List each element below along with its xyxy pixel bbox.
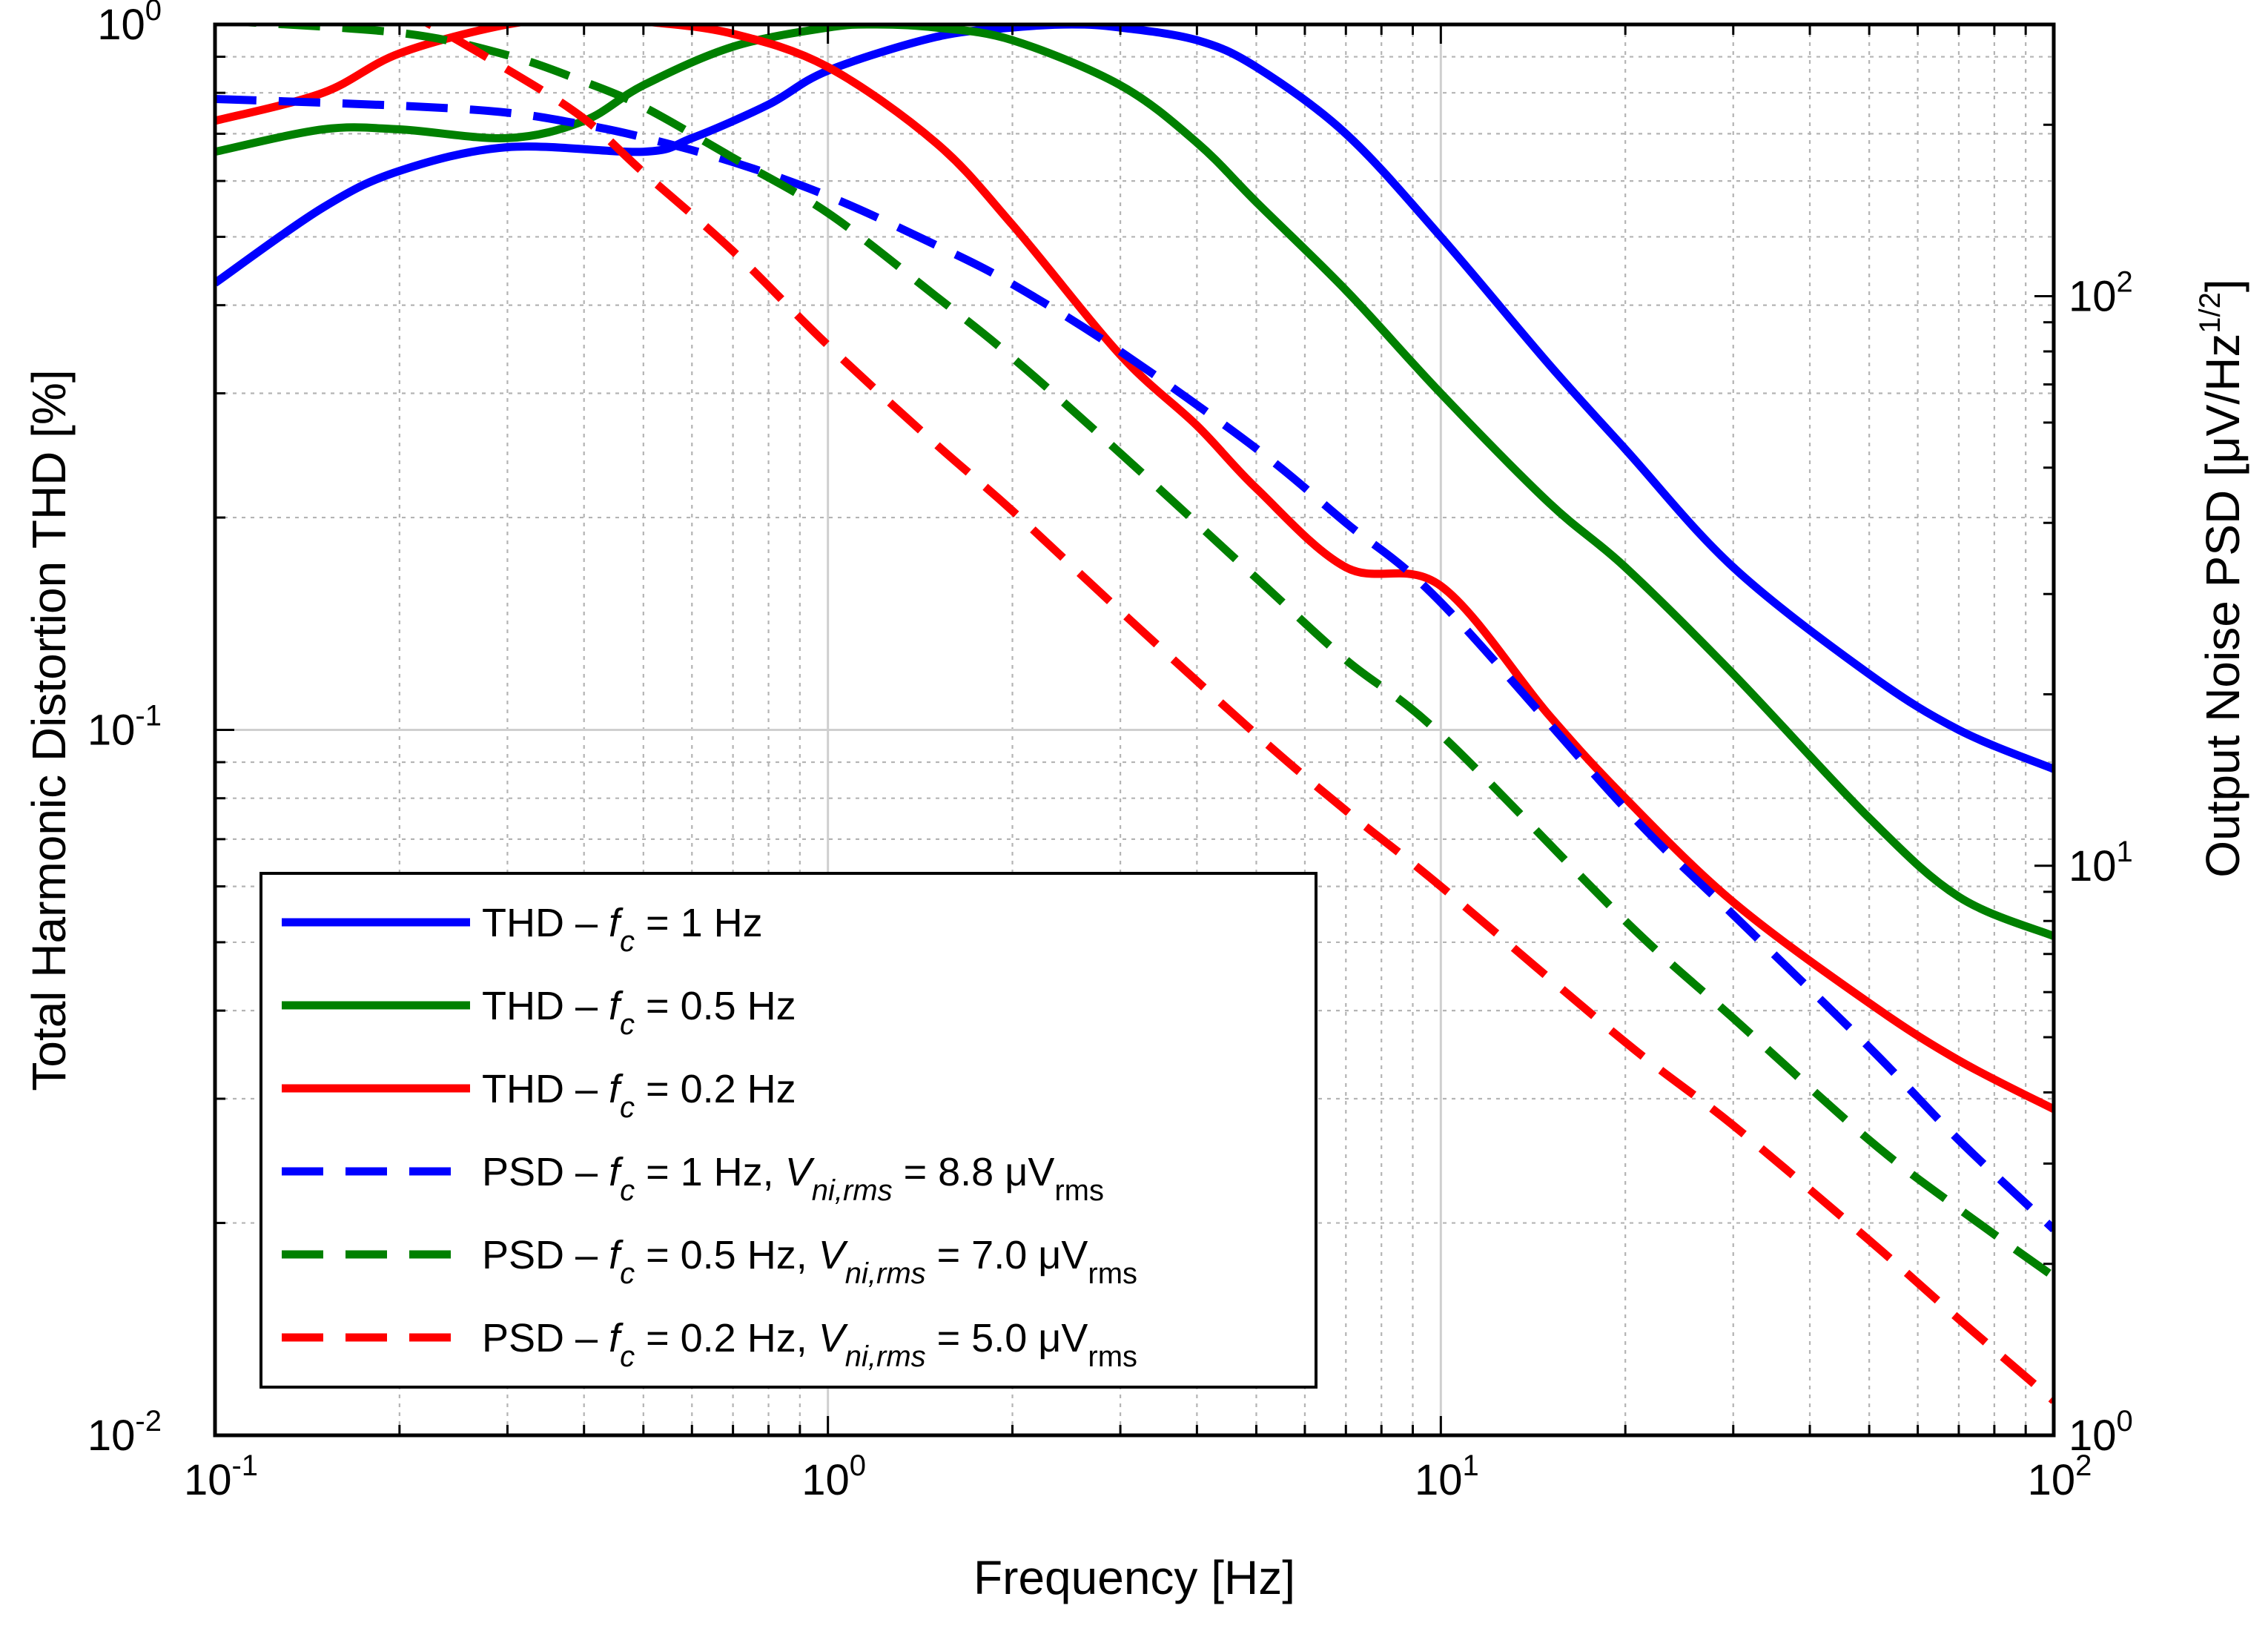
series-line-thd-0: [215, 24, 2054, 773]
y-left-tick-label: 10-2: [87, 1405, 162, 1460]
x-tick-label-exp: -1: [231, 1449, 258, 1482]
y-axis-right-title-main: Output Noise PSD [μV/Hz: [2196, 334, 2249, 878]
legend-label-part: f: [609, 1150, 624, 1194]
legend-label-part: rms: [1088, 1340, 1137, 1373]
legend-label-part: f: [609, 901, 624, 945]
y-left-tick-label-exp: -1: [135, 700, 162, 732]
legend-label-0: THD – fc = 1 Hz: [482, 901, 763, 958]
legend-label-part: f: [609, 984, 624, 1028]
legend-label-part: rms: [1054, 1174, 1104, 1207]
legend-label-part: = 5.0 μV: [926, 1316, 1088, 1360]
x-tick-label-base: 10: [2028, 1456, 2076, 1504]
legend-label-part: THD –: [482, 901, 609, 945]
legend-label-part: PSD –: [482, 1316, 609, 1360]
legend-label-part: c: [620, 1091, 635, 1124]
x-axis-title: Frequency [Hz]: [973, 1551, 1295, 1604]
y-left-tick-label-base: 10: [87, 1412, 136, 1460]
y-left-tick-label-exp: 0: [145, 0, 162, 27]
legend-label-part: ni,rms: [845, 1257, 926, 1290]
x-tick-label: 10-1: [184, 1449, 258, 1504]
legend-label-part: V: [819, 1233, 849, 1277]
legend-label-part: = 0.2 Hz: [635, 1067, 796, 1111]
legend-label-part: c: [620, 1008, 635, 1041]
legend-label-part: ni,rms: [812, 1174, 893, 1207]
y-right-tick-label: 102: [2069, 266, 2133, 321]
x-tick-label-exp: 0: [850, 1449, 866, 1482]
series-line-psd-5: [421, 24, 2054, 1404]
series-line-thd-2: [215, 24, 2054, 1113]
legend-label-part: = 1 Hz,: [635, 1150, 785, 1194]
legend-label-5: PSD – fc = 0.2 Hz, Vni,rms = 5.0 μVrms: [482, 1316, 1137, 1373]
legend-box: [259, 872, 1318, 1389]
legend-label-part: PSD –: [482, 1150, 609, 1194]
y-right-tick-label-exp: 2: [2117, 266, 2133, 299]
y-axis-right-title-end: ]: [2196, 279, 2249, 292]
legend-label-part: THD –: [482, 984, 609, 1028]
legend-label-part: = 0.5 Hz: [635, 984, 796, 1028]
y-right-tick-label-exp: 1: [2117, 836, 2133, 868]
x-tick-label-base: 10: [801, 1456, 850, 1504]
y-right-tick-label: 100: [2069, 1405, 2133, 1460]
legend-label-4: PSD – fc = 0.5 Hz, Vni,rms = 7.0 μVrms: [482, 1233, 1137, 1290]
legend-label-part: c: [620, 925, 635, 958]
legend-label-1: THD – fc = 0.5 Hz: [482, 984, 796, 1041]
y-right-tick-label-exp: 0: [2117, 1405, 2133, 1438]
series-group: [215, 24, 2054, 1404]
y-left-tick-label-base: 10: [97, 1, 145, 49]
series-lines: [215, 24, 2054, 1404]
y-right-tick-label-base: 10: [2069, 842, 2117, 890]
legend-label-part: c: [620, 1340, 635, 1373]
legend-label-part: c: [620, 1174, 635, 1207]
legend-label-3: PSD – fc = 1 Hz, Vni,rms = 8.8 μVrms: [482, 1150, 1104, 1207]
legend-label-part: = 0.5 Hz,: [635, 1233, 819, 1277]
y-right-tick-label-base: 10: [2069, 273, 2117, 321]
series-line-psd-4: [215, 24, 2054, 1280]
x-tick-label-base: 10: [1415, 1456, 1463, 1504]
x-tick-label: 100: [801, 1449, 866, 1504]
x-tick-label: 101: [1415, 1449, 1479, 1504]
legend-label-part: = 8.8 μV: [893, 1150, 1055, 1194]
legend-label-part: f: [609, 1316, 624, 1360]
legend-label-part: PSD –: [482, 1233, 609, 1277]
legend-label-part: V: [785, 1150, 816, 1194]
legend-label-part: THD –: [482, 1067, 609, 1111]
legend-label-part: rms: [1088, 1257, 1137, 1290]
legend-label-part: V: [819, 1316, 849, 1360]
y-right-tick-label: 101: [2069, 836, 2133, 890]
x-tick-label: 102: [2028, 1449, 2092, 1504]
legend-label-part: f: [609, 1067, 624, 1111]
y-axis-right-title: Output Noise PSD [μV/Hz1/2]: [2194, 279, 2249, 877]
y-right-tick-label-base: 10: [2069, 1412, 2117, 1460]
legend-label-part: ni,rms: [845, 1340, 926, 1373]
y-axis-left-title: Total Harmonic Distortion THD [%]: [22, 369, 76, 1091]
x-tick-label-exp: 1: [1462, 1449, 1478, 1482]
legend-label-part: c: [620, 1257, 635, 1290]
y-axis-right-title-exp: 1/2: [2194, 292, 2226, 334]
y-left-tick-label: 10-1: [87, 700, 162, 755]
legend-label-part: = 1 Hz: [635, 901, 763, 945]
y-left-tick-label-base: 10: [87, 707, 136, 755]
y-left-tick-label: 100: [97, 0, 162, 49]
legend-label-part: f: [609, 1233, 624, 1277]
series-line-thd-1: [215, 24, 2054, 940]
x-tick-label-exp: 2: [2075, 1449, 2092, 1482]
legend-label-2: THD – fc = 0.2 Hz: [482, 1067, 796, 1124]
legend-label-part: = 7.0 μV: [926, 1233, 1088, 1277]
x-tick-label-base: 10: [184, 1456, 232, 1504]
legend-label-part: = 0.2 Hz,: [635, 1316, 819, 1360]
y-left-tick-label-exp: -2: [135, 1405, 162, 1438]
series-line-psd-3: [215, 95, 2054, 1233]
